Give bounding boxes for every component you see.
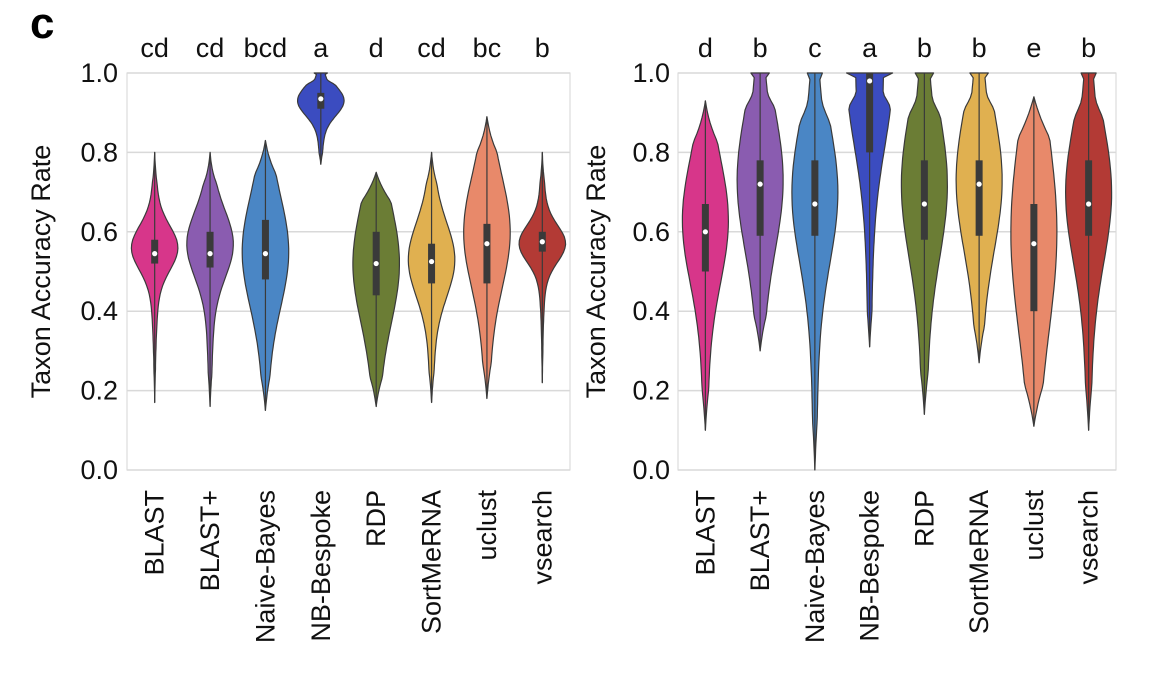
- violin-median-dot: [976, 181, 982, 187]
- x-category-label: Naive-Bayes: [800, 490, 830, 643]
- violin-iqr-box: [1030, 204, 1038, 312]
- violin-median-dot: [262, 251, 269, 257]
- x-category-label: vsearch: [1074, 490, 1104, 585]
- violin-median-dot: [702, 229, 708, 235]
- violin-median-dot: [428, 258, 435, 265]
- significance-letter: b: [1081, 33, 1096, 63]
- y-tick-label: 0.2: [632, 376, 670, 406]
- x-category-label: BLAST: [690, 490, 720, 576]
- x-category-label: SortMeRNA: [964, 490, 994, 634]
- y-tick-label: 0.0: [80, 455, 118, 485]
- y-tick-label: 0.8: [632, 137, 670, 167]
- significance-letter: a: [862, 33, 878, 63]
- significance-letter: d: [698, 33, 713, 63]
- violin-median-dot: [1086, 201, 1092, 207]
- significance-letter: b: [917, 33, 932, 63]
- violin-uclust: [1010, 96, 1058, 427]
- violin-median-dot: [318, 96, 324, 102]
- y-tick-label: 1.0: [80, 58, 118, 88]
- violin-naive-bayes: [791, 72, 839, 471]
- violin-iqr-box: [756, 160, 764, 236]
- violin-vsearch: [1065, 72, 1113, 431]
- violin-iqr-box: [975, 160, 983, 236]
- significance-letter: cd: [140, 33, 169, 63]
- violin-median-dot: [921, 201, 927, 207]
- y-tick-label: 1.0: [632, 58, 670, 88]
- x-category-label: SortMeRNA: [417, 490, 447, 634]
- significance-letter: e: [1026, 33, 1041, 63]
- significance-letter: c: [808, 33, 822, 63]
- violin-iqr-box: [206, 231, 214, 268]
- violin-vsearch: [518, 151, 567, 384]
- violin-median-dot: [152, 251, 158, 257]
- violin-median-dot: [539, 239, 545, 245]
- y-tick-label: 0.0: [632, 455, 670, 485]
- significance-letter: b: [753, 33, 768, 63]
- violin-sortmerna: [955, 72, 1003, 364]
- significance-letter: a: [313, 33, 329, 63]
- x-category-label: RDP: [909, 490, 939, 547]
- significance-letter: d: [369, 33, 384, 63]
- violin-nb-bespoke: [846, 72, 894, 348]
- x-category-label: NB-Bespoke: [306, 490, 336, 642]
- violin-iqr-box: [701, 204, 709, 272]
- y-tick-label: 0.4: [632, 296, 670, 326]
- violin-iqr-box: [483, 223, 491, 284]
- violin-sortmerna: [407, 151, 456, 404]
- violin-median-dot: [1031, 241, 1037, 247]
- x-category-label: RDP: [361, 490, 391, 547]
- violin-iqr-box: [920, 160, 928, 240]
- violin-blast: [130, 151, 179, 404]
- violin-rdp: [900, 72, 948, 415]
- violin-iqr-box: [811, 160, 819, 236]
- violin-blast: [681, 100, 729, 431]
- violin-blast+: [736, 72, 784, 352]
- x-category-label: BLAST: [140, 490, 170, 576]
- x-category-label: NB-Bespoke: [855, 490, 885, 642]
- significance-letter: cd: [196, 33, 225, 63]
- violin-iqr-box: [261, 219, 269, 280]
- violin-median-dot: [373, 260, 379, 267]
- y-axis-title: Taxon Accuracy Rate: [26, 145, 56, 399]
- significance-letter: bc: [473, 33, 502, 63]
- x-category-label: uclust: [472, 490, 502, 561]
- x-category-label: uclust: [1019, 490, 1049, 561]
- violin-median-dot: [757, 181, 763, 187]
- x-category-label: vsearch: [527, 490, 557, 585]
- chart-panel-1: 0.0 0.2 0.4 0.6 0.8 1.0 Taxon Accuracy Rate cd B…: [26, 33, 571, 643]
- y-tick-label: 0.8: [80, 137, 118, 167]
- y-tick-label: 0.2: [80, 376, 118, 406]
- y-axis-title: Taxon Accuracy Rate: [581, 145, 611, 399]
- violin-uclust: [463, 116, 511, 400]
- chart-panel-2: 0.0 0.2 0.4 0.6 0.8 1.0 Taxon Accuracy Rate d BL…: [581, 33, 1117, 643]
- violin-median-dot: [867, 78, 873, 84]
- violin-blast+: [186, 151, 234, 408]
- significance-letter: bcd: [244, 33, 288, 63]
- significance-letter: cd: [417, 33, 446, 63]
- violin-naive-bayes: [241, 139, 290, 411]
- y-tick-label: 0.6: [80, 217, 118, 247]
- violin-iqr-box: [1085, 160, 1093, 236]
- violin-rdp: [352, 171, 400, 408]
- y-tick-label: 0.4: [80, 296, 118, 326]
- y-tick-label: 0.6: [632, 217, 670, 247]
- violin-iqr-box: [866, 73, 874, 153]
- significance-letter: b: [972, 33, 987, 63]
- x-category-label: BLAST+: [745, 490, 775, 591]
- x-category-label: Naive-Bayes: [250, 490, 280, 643]
- violin-nb-bespoke: [297, 72, 345, 165]
- significance-letter: b: [535, 33, 550, 63]
- violin-median-dot: [207, 251, 213, 257]
- violin-median-dot: [812, 201, 818, 207]
- x-category-label: BLAST+: [195, 490, 225, 591]
- panel-label: c: [30, 0, 55, 48]
- violin-median-dot: [484, 241, 490, 247]
